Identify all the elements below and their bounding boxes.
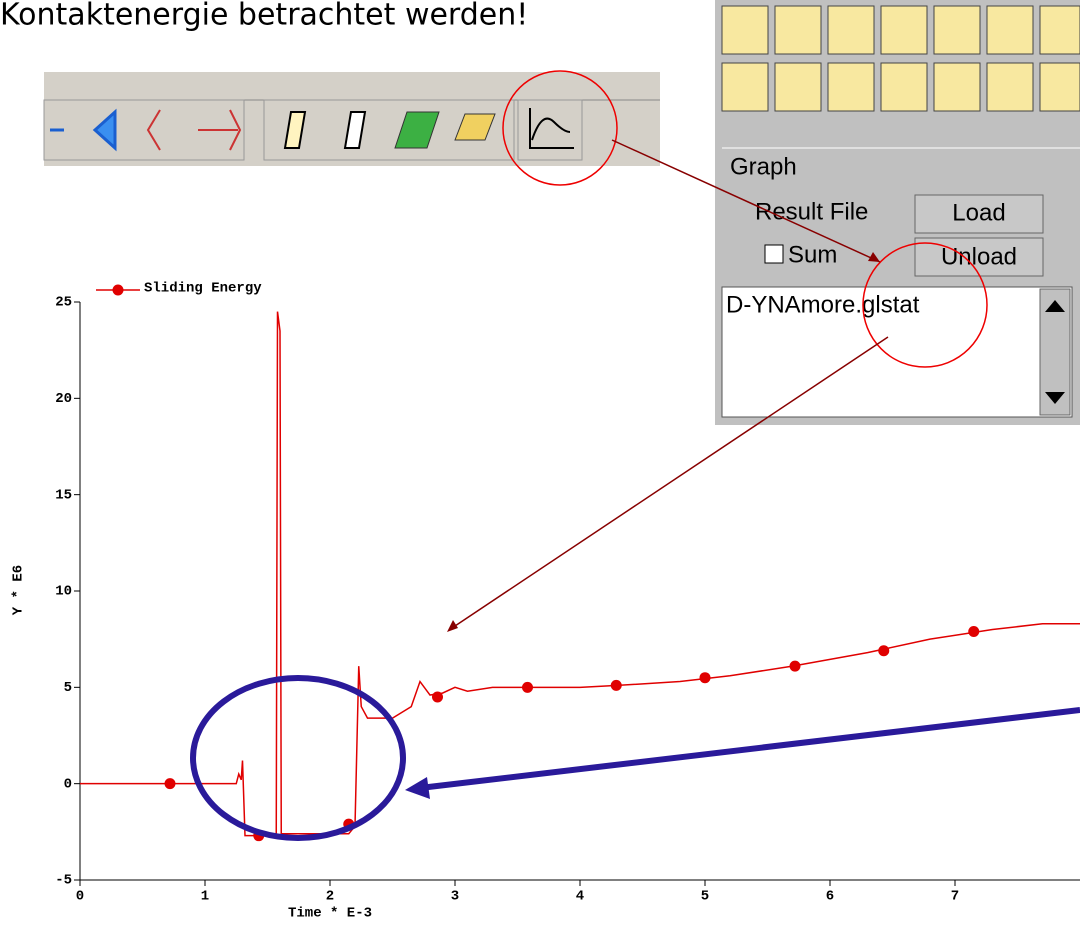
marker (790, 661, 801, 672)
panel-title: Graph (730, 153, 797, 180)
result-file-label: Result File (755, 198, 868, 225)
legend-label: Sliding Energy (144, 281, 262, 297)
screen: Kontaktenergie betrachtet werden! Graph … (0, 0, 1080, 930)
x-tick-label: 7 (951, 889, 959, 905)
y-tick-label: 20 (55, 391, 72, 407)
marker (968, 626, 979, 637)
unload-label: Unload (941, 243, 1017, 270)
y-axis-label: Y * E6 (11, 565, 27, 615)
marker (522, 682, 533, 693)
page: Kontaktenergie betrachtet werden! Graph … (0, 0, 1080, 930)
legend-marker (113, 285, 124, 296)
sum-checkbox[interactable] (765, 245, 783, 263)
file-item[interactable]: D-YNAmore.glstat (726, 291, 920, 318)
sum-label: Sum (788, 241, 837, 268)
slide-text: Kontaktenergie betrachtet werden! (0, 0, 528, 33)
x-tick-label: 0 (76, 889, 84, 905)
y-tick-label: -5 (55, 873, 72, 889)
x-tick-label: 3 (451, 889, 459, 905)
y-tick-label: 15 (55, 487, 72, 503)
x-tick-label: 6 (826, 889, 834, 905)
x-axis-label: Time * E-3 (288, 906, 372, 922)
load-label: Load (952, 199, 1005, 226)
marker (432, 691, 443, 702)
marker (611, 680, 622, 691)
y-tick-label: 10 (55, 584, 72, 600)
y-tick-label: 5 (64, 680, 72, 696)
marker (700, 672, 711, 683)
x-tick-label: 4 (576, 889, 584, 905)
toolbar (44, 72, 660, 166)
y-tick-label: 25 (55, 295, 72, 311)
marker (165, 778, 176, 789)
x-tick-label: 5 (701, 889, 709, 905)
x-tick-label: 2 (326, 889, 334, 905)
y-tick-label: 0 (64, 776, 72, 792)
x-tick-label: 1 (201, 889, 209, 905)
marker (878, 645, 889, 656)
